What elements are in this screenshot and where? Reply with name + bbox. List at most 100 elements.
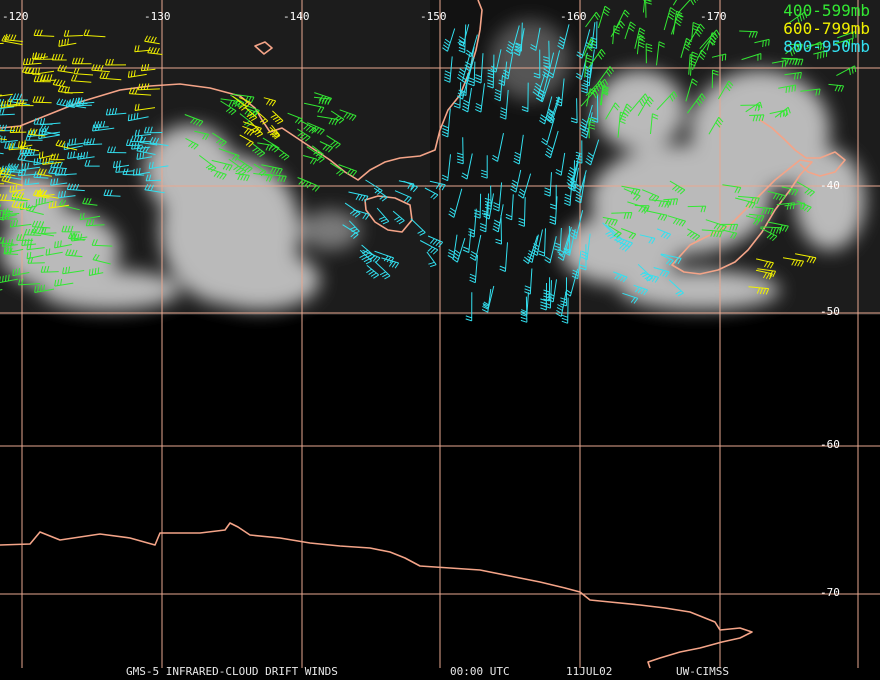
wind-barb	[128, 87, 152, 96]
wind-barb	[1, 174, 23, 186]
wind-barb	[34, 284, 55, 293]
wind-barb	[783, 58, 804, 66]
wind-barb	[270, 110, 284, 125]
wind-barb	[21, 238, 37, 246]
wind-barb	[107, 146, 127, 154]
wind-barb	[134, 45, 151, 53]
wind-barb	[244, 107, 258, 122]
wind-barb	[672, 0, 678, 6]
wind-barb	[339, 109, 357, 122]
wind-barb	[330, 162, 345, 176]
wind-barb	[45, 248, 63, 256]
nz-north-coastline	[759, 119, 846, 177]
wind-barb	[663, 7, 676, 31]
wind-barb	[26, 251, 44, 260]
wind-barb	[54, 278, 74, 287]
wind-barb	[517, 173, 532, 199]
wind-barb	[40, 74, 56, 81]
wind-barb	[778, 84, 797, 93]
footer-time: 00:00 UTC	[450, 665, 510, 678]
wind-barb	[207, 167, 227, 180]
wind-barb	[442, 28, 456, 52]
wind-barb	[717, 80, 734, 100]
wind-barb	[297, 128, 311, 142]
wind-barb	[585, 80, 604, 97]
wind-barb	[544, 236, 557, 264]
wind-barb	[688, 53, 697, 75]
wind-barb	[37, 168, 52, 177]
wind-barb	[218, 148, 240, 161]
wind-barb	[0, 108, 15, 116]
wind-barb	[708, 116, 724, 135]
wind-barb	[834, 38, 853, 48]
wind-barb	[613, 271, 628, 283]
wind-barb	[21, 162, 41, 171]
wind-barb	[0, 100, 17, 108]
wind-barb	[687, 205, 707, 213]
wind-barb	[538, 228, 546, 257]
wind-barb	[510, 169, 522, 193]
lon-label-150: -150	[420, 10, 447, 23]
wind-barb	[505, 25, 520, 55]
wind-barb	[623, 188, 641, 201]
wind-barb	[9, 184, 25, 193]
wind-barb	[591, 94, 599, 123]
wind-barb	[530, 27, 541, 51]
wind-barb	[48, 167, 67, 176]
wind-barb	[52, 78, 69, 88]
wind-barb	[767, 221, 789, 232]
lat-label-70: -70	[820, 586, 840, 599]
wind-barb	[220, 100, 237, 116]
wind-barb	[374, 250, 395, 264]
wind-barb	[491, 132, 504, 162]
wind-barb	[745, 215, 761, 226]
wind-barb	[584, 49, 595, 79]
wind-barb	[537, 78, 551, 103]
wind-barb	[796, 200, 812, 213]
wind-barb	[474, 53, 484, 84]
wind-barb	[17, 153, 40, 164]
wind-barb	[122, 168, 145, 176]
wind-barb	[705, 219, 727, 232]
wind-barb	[544, 172, 552, 197]
wind-barb	[70, 232, 88, 240]
wind-barb	[648, 199, 671, 208]
wind-barb	[492, 182, 503, 212]
wind-barb	[642, 189, 660, 202]
wind-barb	[699, 29, 721, 50]
wind-barb	[65, 249, 83, 258]
wind-barb	[691, 21, 700, 41]
wind-barb	[722, 184, 742, 194]
wind-barb	[711, 53, 727, 62]
wind-barb	[313, 96, 331, 105]
wind-barb	[424, 187, 439, 200]
wind-barb	[581, 233, 591, 261]
wind-barb	[543, 40, 550, 68]
wind-barb	[602, 222, 616, 239]
wind-barb	[836, 65, 857, 77]
wind-barb	[645, 0, 652, 18]
wind-barb	[93, 120, 109, 129]
wind-barb	[48, 200, 70, 209]
wind-barb	[575, 140, 583, 164]
wind-barb	[622, 292, 639, 304]
wind-barb	[584, 54, 593, 78]
wind-barb	[239, 134, 254, 148]
wind-barb	[70, 74, 92, 83]
wind-barb	[271, 143, 290, 161]
wind-barb	[760, 227, 778, 242]
wind-barb	[228, 158, 247, 176]
wind-barb	[533, 49, 541, 79]
wind-barb	[465, 34, 478, 58]
wind-barb	[39, 125, 60, 136]
wind-barb	[468, 61, 476, 87]
wind-barb	[612, 234, 633, 249]
lat-label-60: -60	[820, 438, 840, 451]
wind-barb	[76, 99, 92, 106]
wind-barb	[1, 212, 18, 220]
wind-barb	[32, 189, 50, 199]
wind-barb	[660, 254, 674, 266]
wind-barb	[570, 98, 578, 124]
wind-barb	[587, 48, 606, 70]
wind-barb	[660, 253, 682, 265]
